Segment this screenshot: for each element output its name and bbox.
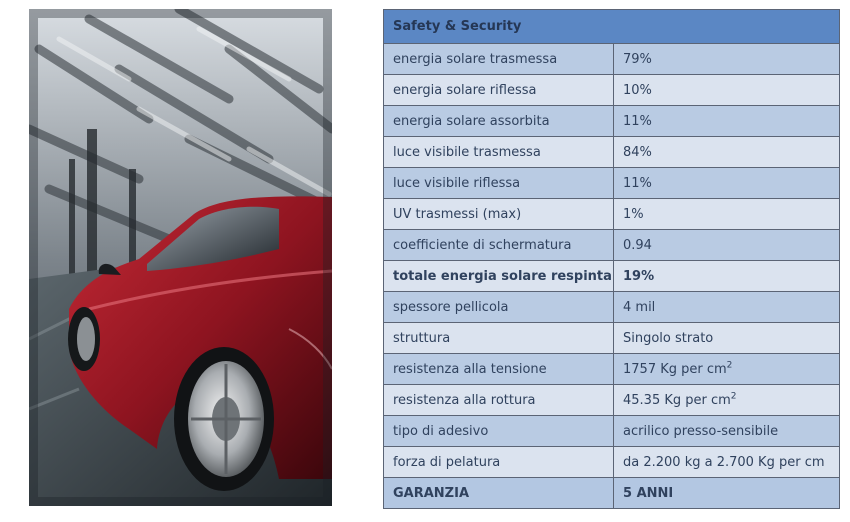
row-label: totale energia solare respinta [383, 260, 614, 292]
table-title: Safety & Security [383, 9, 840, 44]
table-row: energia solare trasmessa 79% [383, 43, 840, 75]
value-text: 45.35 Kg per cm [623, 392, 731, 408]
row-value: 19% [613, 260, 840, 292]
table-row: struttura Singolo strato [383, 322, 840, 354]
row-value: acrilico presso-sensibile [613, 415, 840, 447]
row-value: 10% [613, 74, 840, 106]
superscript: 2 [730, 391, 737, 402]
warranty-value: 5 ANNI [613, 477, 840, 509]
row-label: resistenza alla rottura [383, 384, 614, 416]
table-header-row: Safety & Security [383, 9, 840, 44]
red-sports-car-photo [29, 9, 332, 506]
row-value: da 2.200 kg a 2.700 Kg per cm [613, 446, 840, 478]
row-value: 11% [613, 105, 840, 137]
row-label: forza di pelatura [383, 446, 614, 478]
table-row: spessore pellicola 4 mil [383, 291, 840, 323]
table-row: tipo di adesivo acrilico presso-sensibil… [383, 415, 840, 447]
row-label: energia solare riflessa [383, 74, 614, 106]
row-value: 4 mil [613, 291, 840, 323]
value-text: 1757 Kg per cm [623, 361, 727, 377]
table-row: forza di pelatura da 2.200 kg a 2.700 Kg… [383, 446, 840, 478]
table-row: UV trasmessi (max) 1% [383, 198, 840, 230]
row-label: luce visibile trasmessa [383, 136, 614, 168]
row-label: struttura [383, 322, 614, 354]
superscript: 2 [726, 360, 733, 371]
row-label: UV trasmessi (max) [383, 198, 614, 230]
row-value: 84% [613, 136, 840, 168]
table-row: luce visibile trasmessa 84% [383, 136, 840, 168]
row-label: energia solare assorbita [383, 105, 614, 137]
table-row: resistenza alla tensione 1757 Kg per cm2 [383, 353, 840, 385]
safety-security-table: Safety & Security energia solare trasmes… [383, 9, 840, 509]
row-label: coefficiente di schermatura [383, 229, 614, 261]
row-value: 0.94 [613, 229, 840, 261]
row-label: resistenza alla tensione [383, 353, 614, 385]
row-value: 1757 Kg per cm2 [613, 353, 840, 385]
row-label: tipo di adesivo [383, 415, 614, 447]
row-label: luce visibile riflessa [383, 167, 614, 199]
table-row: coefficiente di schermatura 0.94 [383, 229, 840, 261]
table-row: resistenza alla rottura 45.35 Kg per cm2 [383, 384, 840, 416]
table-row: luce visibile riflessa 11% [383, 167, 840, 199]
row-value: 11% [613, 167, 840, 199]
table-footer-row: GARANZIA 5 ANNI [383, 477, 840, 509]
warranty-label: GARANZIA [383, 477, 614, 509]
row-label: energia solare trasmessa [383, 43, 614, 75]
table-row: energia solare riflessa 10% [383, 74, 840, 106]
row-value: 45.35 Kg per cm2 [613, 384, 840, 416]
row-value: Singolo strato [613, 322, 840, 354]
row-value: 1% [613, 198, 840, 230]
car-illustration [29, 9, 332, 506]
table-row: energia solare assorbita 11% [383, 105, 840, 137]
table-row-highlight: totale energia solare respinta 19% [383, 260, 840, 292]
row-value: 79% [613, 43, 840, 75]
row-label: spessore pellicola [383, 291, 614, 323]
